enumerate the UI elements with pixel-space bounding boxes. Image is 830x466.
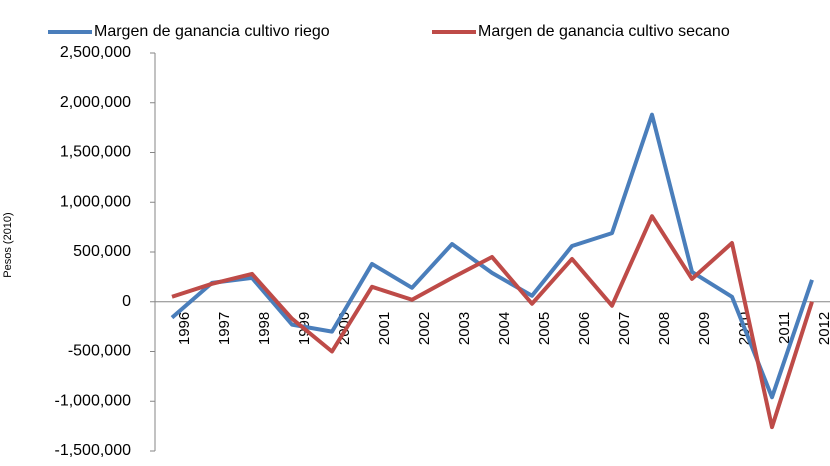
x-tick-label: 2012 bbox=[816, 312, 830, 345]
x-tick-label: 2009 bbox=[696, 312, 713, 345]
x-tick-label: 2011 bbox=[776, 312, 793, 344]
x-tick-label: 1996 bbox=[176, 312, 193, 345]
legend-label: Margen de ganancia cultivo secano bbox=[478, 23, 730, 40]
series-line bbox=[171, 214, 814, 430]
x-tick-label: 2006 bbox=[576, 312, 593, 345]
y-tick-label: -1,500,000 bbox=[54, 442, 131, 459]
y-tick-label: 0 bbox=[122, 293, 131, 310]
y-tick-label: 500,000 bbox=[73, 243, 131, 260]
x-tick-label: 2007 bbox=[616, 312, 633, 345]
x-tick-label: 1997 bbox=[216, 312, 233, 345]
series-line bbox=[170, 112, 814, 400]
x-tick-label: 2005 bbox=[536, 312, 553, 345]
y-tick-label: -1,000,000 bbox=[54, 392, 131, 409]
y-axis-label: Pesos (2010) bbox=[2, 212, 14, 277]
legend-label: Margen de ganancia cultivo riego bbox=[94, 23, 330, 40]
x-tick-label: 2008 bbox=[656, 312, 673, 345]
y-tick-label: 2,500,000 bbox=[60, 44, 131, 61]
x-tick-label: 2004 bbox=[496, 312, 513, 345]
x-tick-label: 1998 bbox=[256, 312, 273, 345]
y-tick-label: 2,000,000 bbox=[60, 94, 131, 111]
x-tick-label: 2001 bbox=[376, 312, 393, 345]
y-tick-label: 1,000,000 bbox=[60, 193, 131, 210]
y-tick-label: -500,000 bbox=[68, 343, 131, 360]
x-tick-label: 2003 bbox=[456, 312, 473, 345]
x-tick-label: 2002 bbox=[416, 312, 433, 345]
y-tick-label: 1,500,000 bbox=[60, 144, 131, 161]
